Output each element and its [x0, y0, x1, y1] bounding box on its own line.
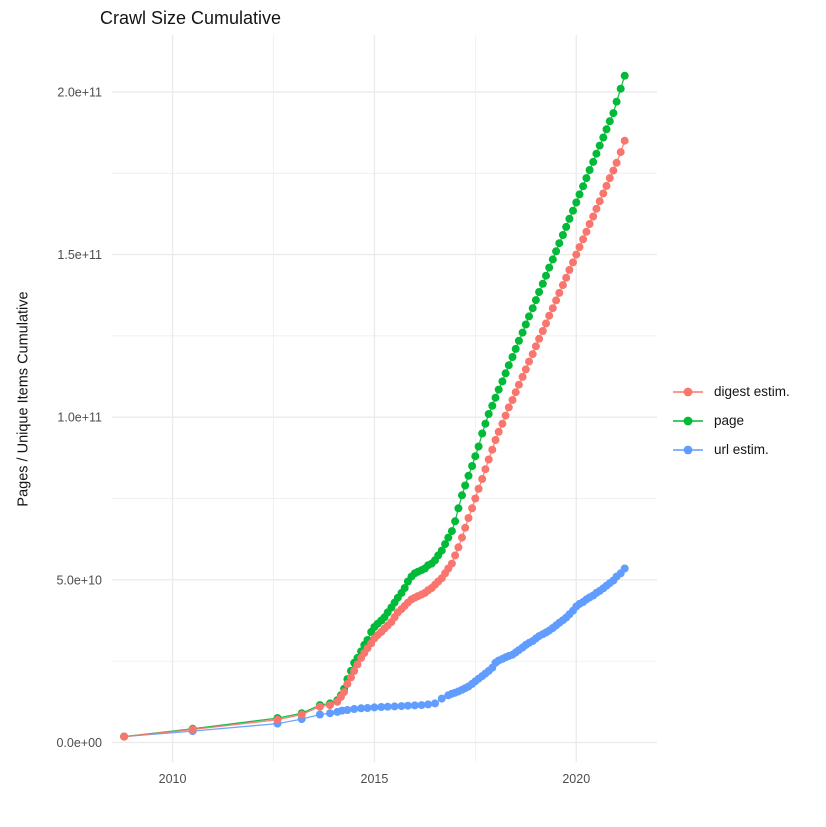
axis-tick-labels: 0.0e+00 5.0e+10 1.0e+11 1.5e+11 2.0e+11 2010 2…	[56, 85, 590, 786]
legend-item-page: page	[671, 406, 790, 435]
svg-text:2010: 2010	[159, 772, 187, 786]
legend-label: page	[714, 413, 745, 428]
series-url-estim	[120, 564, 629, 741]
svg-text:2020: 2020	[562, 772, 590, 786]
legend-label: digest estim.	[714, 384, 790, 399]
legend-item-digest-estim: digest estim.	[671, 377, 790, 406]
series-page	[120, 71, 629, 741]
legend-key-url-icon	[673, 445, 703, 454]
svg-text:1.0e+11: 1.0e+11	[57, 411, 102, 425]
svg-text:5.0e+10: 5.0e+10	[56, 573, 102, 587]
series-digest-estim	[120, 136, 629, 741]
svg-text:1.5e+11: 1.5e+11	[57, 248, 102, 262]
chart-title: Crawl Size Cumulative	[100, 8, 282, 28]
legend-key-digest-icon	[673, 387, 703, 396]
legend-item-url-estim: url estim.	[671, 435, 790, 464]
legend-key-page-icon	[673, 416, 703, 425]
gridlines	[112, 35, 657, 762]
legend-label: url estim.	[714, 442, 769, 457]
svg-text:2.0e+11: 2.0e+11	[57, 85, 102, 99]
legend: digest estim. page url estim.	[671, 377, 790, 464]
svg-text:0.0e+00: 0.0e+00	[56, 736, 102, 750]
svg-text:2015: 2015	[361, 772, 389, 786]
